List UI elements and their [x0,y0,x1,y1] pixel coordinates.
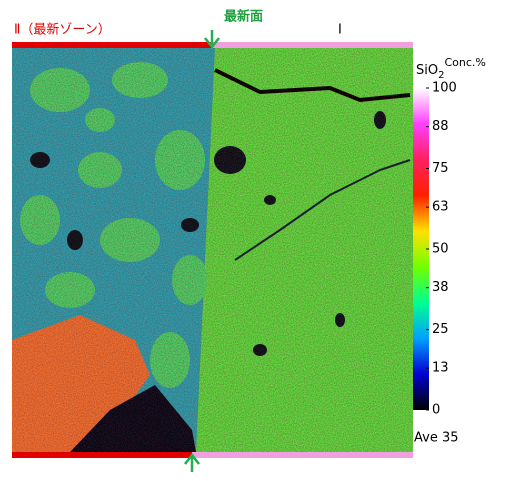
zone-one-bar [212,42,413,48]
colorbar-tick-label: 0 [432,403,440,418]
zone-label: Ⅱ（最新ゾーン） [14,22,111,38]
surface-label: 最新面 [224,9,263,25]
colorbar-tick-label: 25 [432,322,449,337]
colorbar-tick-label: 63 [432,200,449,215]
zone-two-bar [12,452,192,458]
colorbar: 0 13 25 38 50 63 75 88 100 [413,81,457,418]
colorbar-tick-label: 75 [432,161,449,176]
average-label: Ave 35 [414,431,459,446]
colorbar-title: SiO2Conc.% [416,56,486,81]
element-map [12,48,413,452]
colorbar-tick-label: 50 [432,242,449,257]
zone-one-bar [192,452,413,458]
zone-label: Ⅰ [338,23,342,38]
colorbar-tick-label: 100 [432,81,457,96]
colorbar-tick-label: 88 [432,119,449,134]
zone-two-bar [12,42,212,48]
colorbar-tick-label: 38 [432,280,449,295]
map-figure: Ⅱ（最新ゾーン） 最新面 Ⅰ SiO2Conc.% 0 13 25 38 50 63 75 8… [0,0,511,477]
colorbar-tick-label: 13 [432,361,449,376]
